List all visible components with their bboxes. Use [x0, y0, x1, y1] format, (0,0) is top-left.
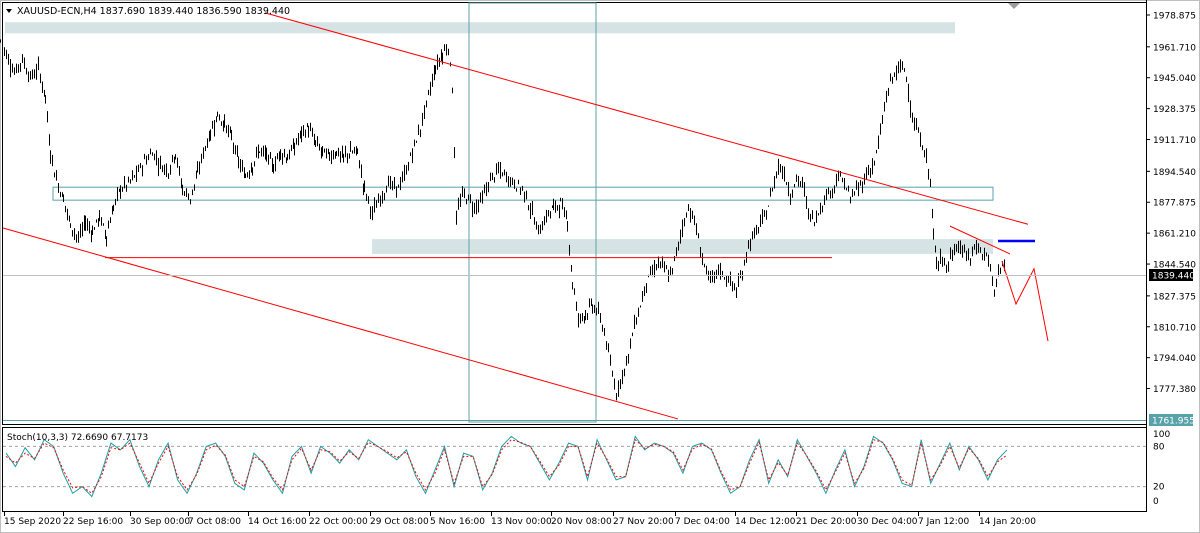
time-tick-label: 15 Sep 2020 — [4, 517, 61, 527]
price-tick-label: 1961.710 — [1153, 43, 1196, 53]
price-tick-label: 1894.540 — [1153, 168, 1196, 178]
candle-layer — [0, 39, 1005, 401]
lower-zone — [372, 239, 993, 254]
price-tick-label: 1911.710 — [1153, 136, 1196, 146]
price-tick-label: 1827.375 — [1153, 292, 1196, 302]
symbol-dropdown-icon[interactable] — [6, 9, 12, 13]
price-tick-label: 1945.040 — [1153, 74, 1196, 84]
lower-channel — [2, 227, 679, 420]
time-tick-label: 14 Dec 12:00 — [735, 517, 796, 527]
stoch-signal-line — [5, 438, 1008, 495]
chart-shift-marker[interactable] — [1008, 3, 1020, 9]
top-zone — [5, 22, 955, 34]
price-tick-label: 1794.040 — [1153, 354, 1196, 364]
price-tick-label: 1777.380 — [1153, 385, 1196, 395]
price-tick-label: 1928.375 — [1153, 105, 1196, 115]
stoch-tick-label: 80 — [1153, 442, 1165, 452]
stoch-tick-label: 20 — [1153, 483, 1165, 493]
price-tick-label: 1978.875 — [1153, 12, 1196, 22]
price-label-current-box — [1149, 269, 1193, 281]
vertical-box — [468, 2, 597, 423]
price-axis[interactable]: 1978.875 1961.710 1945.040 1928.375 1911.710… — [1146, 12, 1196, 396]
time-tick-label: 22 Sep 16:00 — [63, 517, 123, 527]
time-tick-label: 27 Nov 20:00 — [613, 517, 674, 527]
time-tick-label: 21 Dec 20:00 — [796, 517, 857, 527]
time-tick-label: 14 Oct 16:00 — [248, 517, 307, 527]
time-axis[interactable]: 15 Sep 2020 22 Sep 16:00 30 Sep 00:007 Oct… — [4, 512, 1036, 527]
short-trend — [949, 225, 1011, 255]
time-tick-label: 7 Oct 08:00 — [188, 517, 241, 527]
price-label-low-box — [1149, 414, 1193, 426]
time-tick-label: 30 Sep 00:00 — [130, 517, 190, 527]
stoch-main-line — [5, 435, 1008, 498]
time-tick-label: 20 Nov 08:00 — [551, 517, 612, 527]
indicator-label: Stoch(10,3,3) 72.6690 67.7173 — [7, 433, 148, 443]
upper-channel — [264, 12, 1029, 225]
time-tick-label: 5 Nov 16:00 — [430, 517, 485, 527]
stochastic-axis[interactable]: 100 80 20 0 — [1153, 430, 1170, 507]
price-tick-label: 1810.710 — [1153, 323, 1196, 333]
price-label-low: 1761.955 — [1152, 417, 1195, 427]
time-tick-label: 29 Oct 08:00 — [370, 517, 429, 527]
time-tick-label: 13 Nov 00:00 — [491, 517, 552, 527]
time-tick-label: 7 Jan 12:00 — [918, 517, 970, 527]
price-label-current: 1839.440 — [1152, 272, 1195, 282]
projection-path — [1001, 261, 1049, 342]
price-tick-label: 1877.875 — [1153, 199, 1196, 209]
time-tick-label: 22 Oct 00:00 — [309, 517, 368, 527]
price-tick-label: 1861.210 — [1153, 230, 1196, 240]
time-tick-label: 14 Jan 20:00 — [979, 517, 1036, 527]
zone-layer — [3, 2, 1146, 423]
time-tick-label: 7 Dec 04:00 — [675, 517, 730, 527]
trendline-layer — [2, 12, 1049, 420]
stochastic-layer — [3, 435, 1146, 498]
stoch-tick-label: 100 — [1153, 430, 1170, 440]
stoch-tick-label: 0 — [1153, 497, 1159, 507]
time-tick-label: 30 Dec 04:00 — [857, 517, 918, 527]
price-tick-label: 1844.540 — [1153, 261, 1196, 271]
symbol-info: XAUUSD-ECN,H4 1837.690 1839.440 1836.590… — [17, 6, 290, 17]
